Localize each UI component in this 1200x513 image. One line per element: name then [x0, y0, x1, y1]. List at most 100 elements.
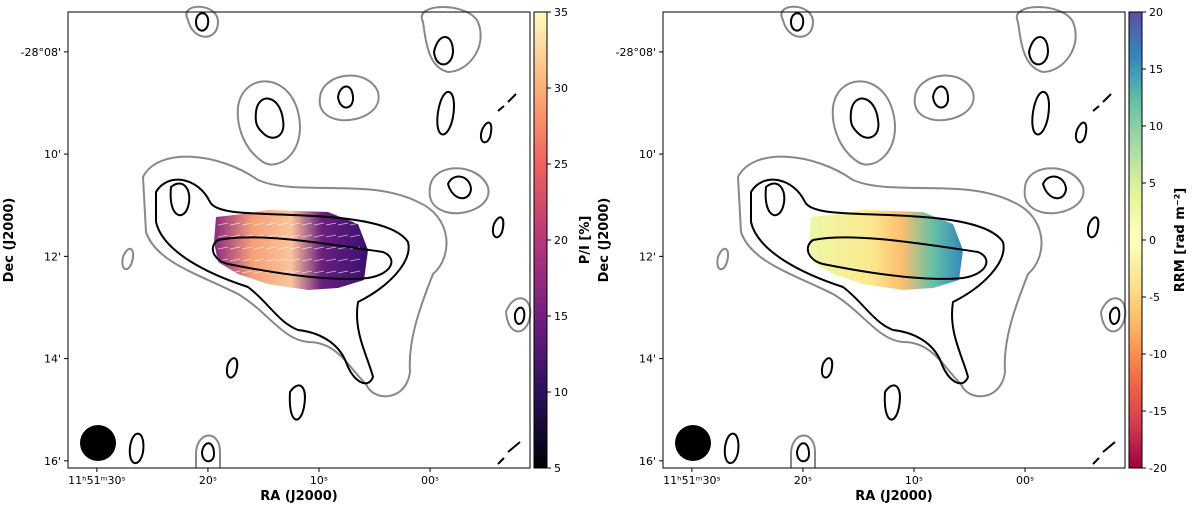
polarization-vector [253, 258, 265, 262]
polarization-vector [217, 234, 229, 238]
polarization-vector [277, 222, 289, 226]
polarization-vector [349, 222, 361, 226]
panel: 11ʰ51ᵐ30ˢ 20ˢ 10ˢ 00ˢ -28°08' 10' 12' 14' 16' RA … [597, 5, 1188, 504]
colorbar [533, 11, 548, 469]
polarization-vector [289, 246, 301, 250]
polarization-vector [337, 258, 349, 262]
y-tick-label: 16' [44, 455, 61, 468]
colorbar-tick-label: -20 [1149, 462, 1167, 475]
polarization-vector [337, 234, 349, 238]
polarization-vector [277, 258, 289, 262]
polarization-map [809, 210, 963, 290]
colorbar-tick-label: 25 [554, 158, 568, 171]
polarization-vector [277, 234, 289, 238]
polarization-vector [301, 270, 313, 274]
polarization-vector [217, 270, 229, 274]
polarization-vector [325, 246, 337, 250]
y-axis-label: Dec (J2000) [2, 198, 17, 283]
polarization-map [214, 210, 368, 290]
x-tick-label: 00ˢ [1016, 474, 1034, 487]
x-tick-label: 00ˢ [421, 474, 439, 487]
beam [675, 425, 711, 461]
polarization-vector [349, 270, 361, 274]
polarization-vector [217, 222, 229, 226]
polarization-vector [301, 222, 313, 226]
polarization-vector [229, 222, 241, 226]
colorbar-tick-label: 5 [1149, 177, 1156, 190]
polarization-vector [325, 270, 337, 274]
polarization-vector [241, 258, 253, 262]
polarization-vector [325, 234, 337, 238]
polarization-vector [313, 234, 325, 238]
beam [80, 425, 116, 461]
polarization-vector [301, 258, 313, 262]
x-tick-label: 11ʰ51ᵐ30ˢ [68, 474, 125, 487]
colorbar-tick-label: 20 [1149, 6, 1163, 19]
polarization-vector [349, 234, 361, 238]
colorbar-tick-label: -10 [1149, 348, 1167, 361]
polarization-vector [241, 246, 253, 250]
colorbar-tick-label: 15 [1149, 63, 1163, 76]
polarization-vector [325, 258, 337, 262]
polarization-vector [241, 222, 253, 226]
polarization-vector [301, 246, 313, 250]
polarization-vector [265, 246, 277, 250]
colorbar-tick-label: 10 [554, 386, 568, 399]
polarization-vector [313, 270, 325, 274]
x-axis-label: RA (J2000) [260, 489, 338, 504]
polarization-vector [229, 246, 241, 250]
polarization-vector [217, 246, 229, 250]
polarization-vector [289, 222, 301, 226]
x-tick-label: 10ˢ [310, 474, 328, 487]
colorbar-tick-label: 15 [554, 310, 568, 323]
axes-frame [662, 11, 1126, 469]
polarization-vector [265, 258, 277, 262]
polarization-vector [289, 270, 301, 274]
colorbar-tick-label: 5 [554, 462, 561, 475]
colorbar-tick-label: 20 [554, 234, 568, 247]
polarization-vector [325, 222, 337, 226]
y-tick-label: 12' [44, 250, 61, 263]
polarization-vector [265, 222, 277, 226]
polarization-vector [229, 270, 241, 274]
polarization-vector [289, 258, 301, 262]
y-tick-label: 14' [44, 353, 61, 366]
colorbar-tick-label: 30 [554, 82, 568, 95]
x-tick-label: 10ˢ [905, 474, 923, 487]
y-tick-label: 14' [639, 353, 656, 366]
y-tick-label: 10' [639, 148, 656, 161]
polarization-vector [313, 246, 325, 250]
polarization-vector [337, 222, 349, 226]
polarization-vector [277, 246, 289, 250]
x-axis-label: RA (J2000) [855, 489, 933, 504]
polarization-vector [253, 246, 265, 250]
colorbar-label: RRM [rad m⁻²] [1173, 188, 1188, 292]
y-tick-label: 16' [639, 455, 656, 468]
x-tick-label: 11ʰ51ᵐ30ˢ [663, 474, 720, 487]
polarization-vector [241, 270, 253, 274]
polarization-vector [229, 258, 241, 262]
x-tick-label: 20ˢ [794, 474, 812, 487]
y-tick-label: 12' [639, 250, 656, 263]
y-tick-label: -28°08' [21, 46, 62, 59]
colorbar-tick-label: 35 [554, 6, 568, 19]
polarization-vector [289, 234, 301, 238]
panel: 11ʰ51ᵐ30ˢ 20ˢ 10ˢ 00ˢ -28°08' 10' 12' 14' 16' RA … [2, 5, 593, 504]
y-axis-label: Dec (J2000) [597, 198, 612, 283]
polarization-vector [229, 234, 241, 238]
y-tick-label: 10' [44, 148, 61, 161]
polarization-vector [313, 258, 325, 262]
x-tick-label: 20ˢ [199, 474, 217, 487]
polarization-vector [337, 270, 349, 274]
axes-frame [67, 11, 531, 469]
polarization-vector [301, 234, 313, 238]
colorbar-tick-label: 0 [1149, 234, 1156, 247]
colorbar-tick-label: -15 [1149, 405, 1167, 418]
y-tick-label: -28°08' [616, 46, 657, 59]
colorbar-label: P/I [%] [578, 216, 593, 265]
colorbar-tick-label: -5 [1149, 291, 1160, 304]
colorbar [1128, 11, 1143, 469]
polarization-vector [265, 234, 277, 238]
polarization-vector [313, 222, 325, 226]
